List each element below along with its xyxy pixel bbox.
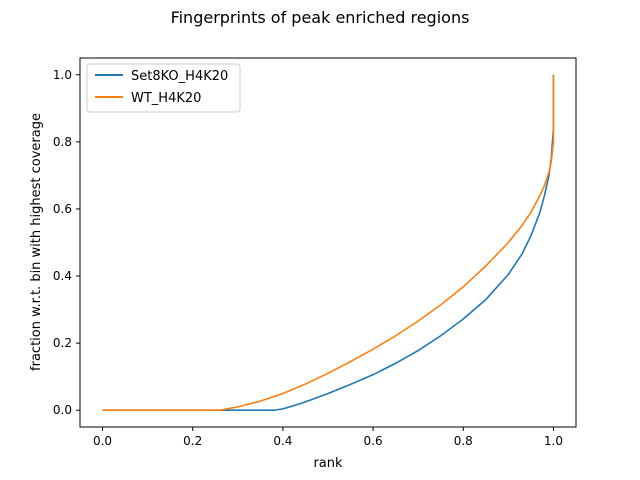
y-tick-label: 0.8 (53, 135, 72, 149)
y-tick-label: 0.0 (53, 403, 72, 417)
y-axis-label: fraction w.r.t. bin with highest coverag… (29, 113, 44, 371)
y-axis: 0.0 0.2 0.4 0.6 0.8 1.0 (53, 68, 80, 417)
x-tick-label: 0.2 (183, 434, 202, 448)
x-tick-label: 1.0 (544, 434, 563, 448)
x-tick-label: 0.6 (364, 434, 383, 448)
axes-background (80, 58, 576, 427)
legend-label-wt: WT_H4K20 (131, 91, 201, 106)
x-axis-label: rank (313, 456, 343, 471)
series-layer (102, 74, 555, 412)
series-line-set8ko (102, 74, 555, 412)
y-tick-label: 0.6 (53, 202, 72, 216)
y-tick-label: 0.2 (53, 336, 72, 350)
series-line-wt (102, 74, 555, 412)
plot-area: 0.0 0.2 0.4 0.6 0.8 1.0 0.0 0.2 0.4 0.6 0.8 1.0 (53, 57, 577, 448)
x-tick-label: 0.0 (93, 434, 112, 448)
x-axis: 0.0 0.2 0.4 0.6 0.8 1.0 (93, 427, 563, 448)
x-tick-label: 0.8 (454, 434, 473, 448)
y-tick-label: 0.4 (53, 269, 72, 283)
x-tick-label: 0.4 (273, 434, 292, 448)
y-tick-label: 1.0 (53, 68, 72, 82)
legend: Set8KO_H4K20 WT_H4K20 (86, 63, 241, 113)
axes-frame (79, 57, 577, 428)
chart-title: Fingerprints of peak enriched regions (171, 8, 470, 27)
legend-label-set8ko: Set8KO_H4K20 (131, 69, 228, 84)
legend-box (86, 63, 241, 113)
